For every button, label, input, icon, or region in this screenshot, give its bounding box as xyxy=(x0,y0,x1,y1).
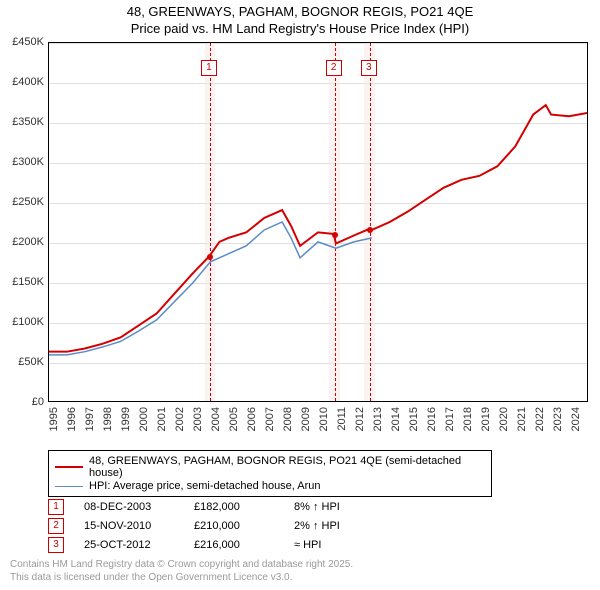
legend-item: HPI: Average price, semi-detached house,… xyxy=(55,480,485,492)
y-tick-label: £400K xyxy=(12,76,44,88)
chart-title: 48, GREENWAYS, PAGHAM, BOGNOR REGIS, PO2… xyxy=(0,0,600,38)
legend-label: HPI: Average price, semi-detached house,… xyxy=(89,480,321,492)
sale-delta: ≈ HPI xyxy=(294,539,384,551)
y-tick-label: £0 xyxy=(32,396,44,408)
marker-id-box: 1 xyxy=(201,60,217,76)
sale-price: £182,000 xyxy=(194,501,294,513)
y-tick-label: £100K xyxy=(12,316,44,328)
x-tick-label: 2003 xyxy=(192,407,204,431)
sale-date: 25-OCT-2012 xyxy=(84,539,194,551)
x-tick-label: 1996 xyxy=(66,407,78,431)
x-tick-label: 2010 xyxy=(318,407,330,431)
x-tick-label: 2008 xyxy=(282,407,294,431)
sale-point xyxy=(207,254,213,260)
title-line2: Price paid vs. HM Land Registry's House … xyxy=(131,21,469,36)
sale-id-box: 3 xyxy=(48,537,64,553)
x-tick-label: 2012 xyxy=(354,407,366,431)
y-tick-label: £150K xyxy=(12,276,44,288)
x-tick-label: 1998 xyxy=(102,407,114,431)
title-line1: 48, GREENWAYS, PAGHAM, BOGNOR REGIS, PO2… xyxy=(127,4,474,19)
sale-point xyxy=(332,232,338,238)
line-series xyxy=(49,43,587,401)
hpi-line xyxy=(49,222,372,355)
x-tick-label: 2017 xyxy=(444,407,456,431)
sale-id-box: 2 xyxy=(48,518,64,534)
x-tick-label: 2014 xyxy=(390,407,402,431)
plot-region xyxy=(48,42,588,402)
marker-id-box: 3 xyxy=(361,60,377,76)
x-tick-label: 2019 xyxy=(480,407,492,431)
legend-swatch xyxy=(55,486,83,487)
x-tick-label: 2006 xyxy=(246,407,258,431)
sale-point xyxy=(367,227,373,233)
legend-swatch xyxy=(55,466,83,468)
sale-id-box: 1 xyxy=(48,499,64,515)
chart-area: £0£50K£100K£150K£200K£250K£300K£350K£400… xyxy=(48,42,588,422)
x-tick-label: 1997 xyxy=(84,407,96,431)
x-tick-label: 2021 xyxy=(516,407,528,431)
x-tick-label: 2002 xyxy=(174,407,186,431)
x-tick-label: 2004 xyxy=(210,407,222,431)
x-tick-label: 2016 xyxy=(426,407,438,431)
footer-line2: This data is licensed under the Open Gov… xyxy=(10,572,292,583)
sale-date: 08-DEC-2003 xyxy=(84,501,194,513)
sale-row: 2 15-NOV-2010£210,0002% ↑ HPI xyxy=(48,518,384,534)
y-tick-label: £300K xyxy=(12,156,44,168)
sale-delta: 8% ↑ HPI xyxy=(294,501,384,513)
y-tick-label: £50K xyxy=(18,356,44,368)
legend-item: 48, GREENWAYS, PAGHAM, BOGNOR REGIS, PO2… xyxy=(55,455,485,479)
x-tick-label: 2007 xyxy=(264,407,276,431)
sale-row: 1 08-DEC-2003£182,0008% ↑ HPI xyxy=(48,499,384,515)
sale-date: 15-NOV-2010 xyxy=(84,520,194,532)
x-tick-label: 2015 xyxy=(408,407,420,431)
x-tick-label: 2024 xyxy=(570,407,582,431)
x-tick-label: 2000 xyxy=(138,407,150,431)
marker-id-box: 2 xyxy=(326,60,342,76)
x-tick-label: 1999 xyxy=(120,407,132,431)
y-tick-label: £250K xyxy=(12,196,44,208)
x-tick-label: 2009 xyxy=(300,407,312,431)
property-line xyxy=(49,105,587,352)
y-tick-label: £450K xyxy=(12,36,44,48)
x-tick-label: 2005 xyxy=(228,407,240,431)
sales-table: 1 08-DEC-2003£182,0008% ↑ HPI 2 15-NOV-2010… xyxy=(48,496,384,556)
legend-label: 48, GREENWAYS, PAGHAM, BOGNOR REGIS, PO2… xyxy=(89,455,485,479)
x-tick-label: 2022 xyxy=(534,407,546,431)
y-tick-label: £200K xyxy=(12,236,44,248)
sale-price: £210,000 xyxy=(194,520,294,532)
sale-delta: 2% ↑ HPI xyxy=(294,520,384,532)
footer-line1: Contains HM Land Registry data © Crown c… xyxy=(10,559,353,570)
y-tick-label: £350K xyxy=(12,116,44,128)
legend: 48, GREENWAYS, PAGHAM, BOGNOR REGIS, PO2… xyxy=(48,450,492,497)
x-tick-label: 2023 xyxy=(552,407,564,431)
footer-attribution: Contains HM Land Registry data © Crown c… xyxy=(10,558,353,584)
sale-row: 3 25-OCT-2012£216,000≈ HPI xyxy=(48,537,384,553)
x-tick-label: 1995 xyxy=(48,407,60,431)
x-tick-label: 2011 xyxy=(336,407,348,431)
x-tick-label: 2001 xyxy=(156,407,168,431)
sale-price: £216,000 xyxy=(194,539,294,551)
x-tick-label: 2013 xyxy=(372,407,384,431)
x-tick-label: 2018 xyxy=(462,407,474,431)
x-tick-label: 2020 xyxy=(498,407,510,431)
